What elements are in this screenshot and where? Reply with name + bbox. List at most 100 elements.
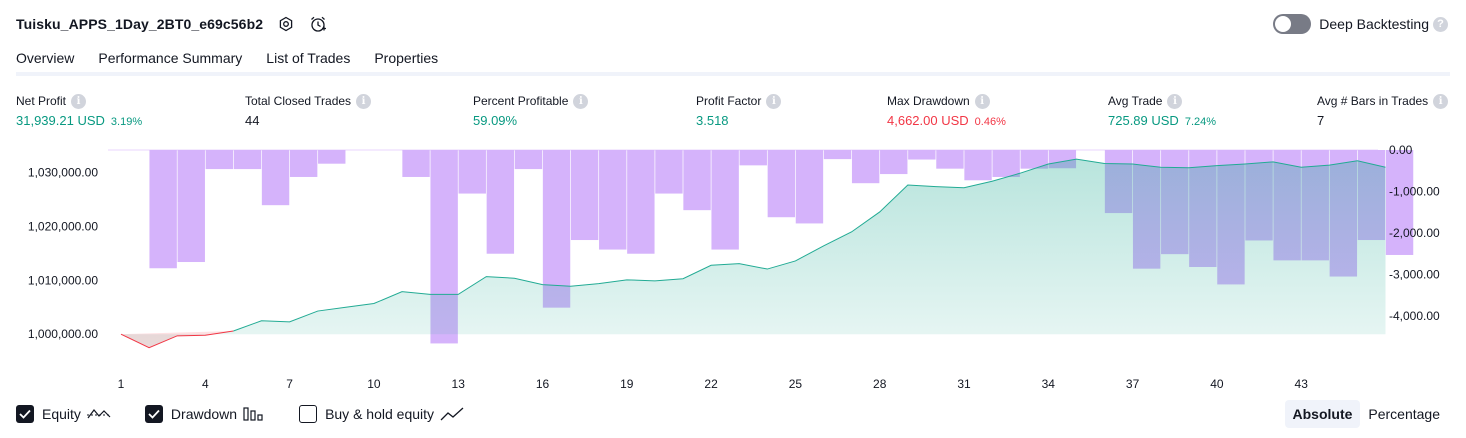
equity-below-line <box>120 330 234 349</box>
x-tick-label: 16 <box>536 377 550 391</box>
buyhold-line-icon <box>440 406 464 422</box>
info-icon[interactable]: i <box>356 93 372 109</box>
equity-layer <box>120 158 1386 349</box>
drawdown-bar <box>908 150 936 160</box>
stat-total-closed-trades: Total Closed Trades i 44 <box>245 93 372 128</box>
drawdown-checkbox[interactable] <box>144 405 163 423</box>
y-left-tick-label: 1,010,000.00 <box>28 273 98 287</box>
drawdown-bar <box>289 150 318 177</box>
x-tick-label: 37 <box>1126 377 1140 391</box>
value-mode-switch: Absolute Percentage <box>1284 400 1449 428</box>
legend-buyhold-label: Buy & hold equity <box>325 406 435 422</box>
x-tick-label: 43 <box>1295 377 1309 391</box>
chart-legend: Equity Drawdown Buy & hold equity <box>16 404 498 424</box>
stat-max-drawdown: Max Drawdown i 4,662.00 USD 0.46% <box>887 93 1006 128</box>
tab-bar: Overview Performance Summary List of Tra… <box>16 48 462 75</box>
stat-value: 59.09% <box>473 113 518 128</box>
tabs-divider <box>16 72 1450 76</box>
x-tick-label: 22 <box>704 377 718 391</box>
stat-percent: 7.24% <box>1184 116 1217 128</box>
x-tick-label: 34 <box>1042 377 1056 391</box>
drawdown-bar <box>599 150 627 250</box>
stat-percent: 3.19% <box>110 116 143 128</box>
x-tick-label: 31 <box>957 377 971 391</box>
drawdown-bar <box>318 150 346 164</box>
drawdown-bar <box>1385 150 1414 255</box>
stat-value: 3.518 <box>696 113 729 128</box>
stat-percent: 0.46% <box>974 116 1006 128</box>
info-icon[interactable]: i <box>573 93 589 109</box>
equity-checkbox[interactable] <box>16 405 34 423</box>
strategy-title: Tuisku_APPS_1Day_2BT0_e69c56b2 <box>16 16 264 32</box>
x-tick-label: 1 <box>118 377 125 391</box>
stats-row: Net Profit i 31,939.21 USD 3.19% Total Clo… <box>0 93 1466 133</box>
x-tick-label: 19 <box>620 377 634 391</box>
tab-list-of-trades[interactable]: List of Trades <box>266 50 351 66</box>
alarm-clock-icon[interactable] <box>309 15 327 33</box>
x-tick-label: 40 <box>1210 377 1224 391</box>
toggle-knob <box>1275 16 1292 32</box>
stat-label: Max Drawdown <box>887 94 970 108</box>
tab-overview[interactable]: Overview <box>16 48 75 75</box>
x-tick-label: 13 <box>452 377 466 391</box>
drawdown-bar <box>823 150 852 160</box>
stat-label: Net Profit <box>16 94 67 108</box>
settings-icon[interactable] <box>277 15 295 33</box>
stat-label: Profit Factor <box>696 94 762 108</box>
drawdown-bar <box>261 150 290 206</box>
legend-drawdown-label: Drawdown <box>170 406 238 422</box>
drawdown-bar <box>570 150 599 241</box>
stat-label: Avg Trade <box>1108 94 1163 108</box>
x-tick-label: 10 <box>367 377 381 391</box>
drawdown-bar <box>486 150 515 254</box>
stat-value: 44 <box>245 113 260 128</box>
stat-label: Percent Profitable <box>473 94 569 108</box>
info-icon[interactable]: i <box>1167 93 1183 109</box>
stat-net-profit: Net Profit i 31,939.21 USD 3.19% <box>16 93 142 128</box>
drawdown-bar <box>936 150 964 169</box>
drawdown-bar <box>711 150 739 250</box>
drawdown-bar <box>851 150 880 184</box>
stat-avg-trade: Avg Trade i 725.89 USD 7.24% <box>1108 93 1216 128</box>
drawdown-bar <box>683 150 711 211</box>
equity-area <box>121 159 1386 348</box>
stat-label: Avg # Bars in Trades <box>1317 94 1429 108</box>
drawdown-bar <box>795 150 824 224</box>
stat-value: 31,939.21 USD <box>16 113 105 128</box>
drawdown-bar <box>458 150 486 194</box>
y-right-tick-label: 0.00 <box>1389 143 1413 157</box>
y-left-tick-label: 1,020,000.00 <box>28 219 98 233</box>
mode-absolute-button[interactable]: Absolute <box>1284 400 1361 428</box>
legend-buyhold[interactable]: Buy & hold equity <box>299 405 464 423</box>
drawdown-bar <box>1020 150 1048 169</box>
tab-properties[interactable]: Properties <box>374 50 439 66</box>
y-right-tick-label: -3,000.00 <box>1389 267 1440 281</box>
drawdown-bar <box>149 150 177 269</box>
help-icon[interactable]: ? <box>1433 16 1448 32</box>
drawdown-bar <box>964 150 992 181</box>
stat-percent-profitable: Percent Profitable i 59.09% <box>473 93 589 128</box>
stat-profit-factor: Profit Factor i 3.518 <box>696 93 782 128</box>
x-axis: 1 4 7 10 13 16 19 22 25 28 31 34 37 40 43 <box>118 377 1309 391</box>
mode-percentage-button[interactable]: Percentage <box>1368 406 1440 422</box>
info-icon[interactable]: i <box>766 93 782 109</box>
deep-backtesting-label: Deep Backtesting <box>1319 16 1429 32</box>
legend-drawdown[interactable]: Drawdown <box>144 405 265 423</box>
strategy-header: Tuisku_APPS_1Day_2BT0_e69c56b2 <box>16 13 327 35</box>
info-icon[interactable]: i <box>1433 93 1449 109</box>
deep-backtesting-toggle[interactable] <box>1273 14 1312 34</box>
drawdown-bar <box>739 150 767 166</box>
tab-performance-summary[interactable]: Performance Summary <box>98 50 243 66</box>
x-tick-label: 28 <box>873 377 887 391</box>
buyhold-checkbox[interactable] <box>299 405 318 423</box>
info-icon[interactable]: i <box>71 93 87 109</box>
x-tick-label: 7 <box>286 377 293 391</box>
y-right-tick-label: -2,000.00 <box>1389 226 1440 240</box>
legend-equity[interactable]: Equity <box>16 405 111 423</box>
drawdown-bar <box>177 150 205 263</box>
stat-value: 725.89 USD <box>1108 113 1179 128</box>
stat-value: 4,662.00 USD <box>887 113 969 128</box>
info-icon[interactable]: i <box>974 93 990 109</box>
y-axis-left: 1,000,000.00 1,010,000.00 1,020,000.00 1,03… <box>28 166 98 342</box>
drawdown-bar <box>992 150 1020 177</box>
